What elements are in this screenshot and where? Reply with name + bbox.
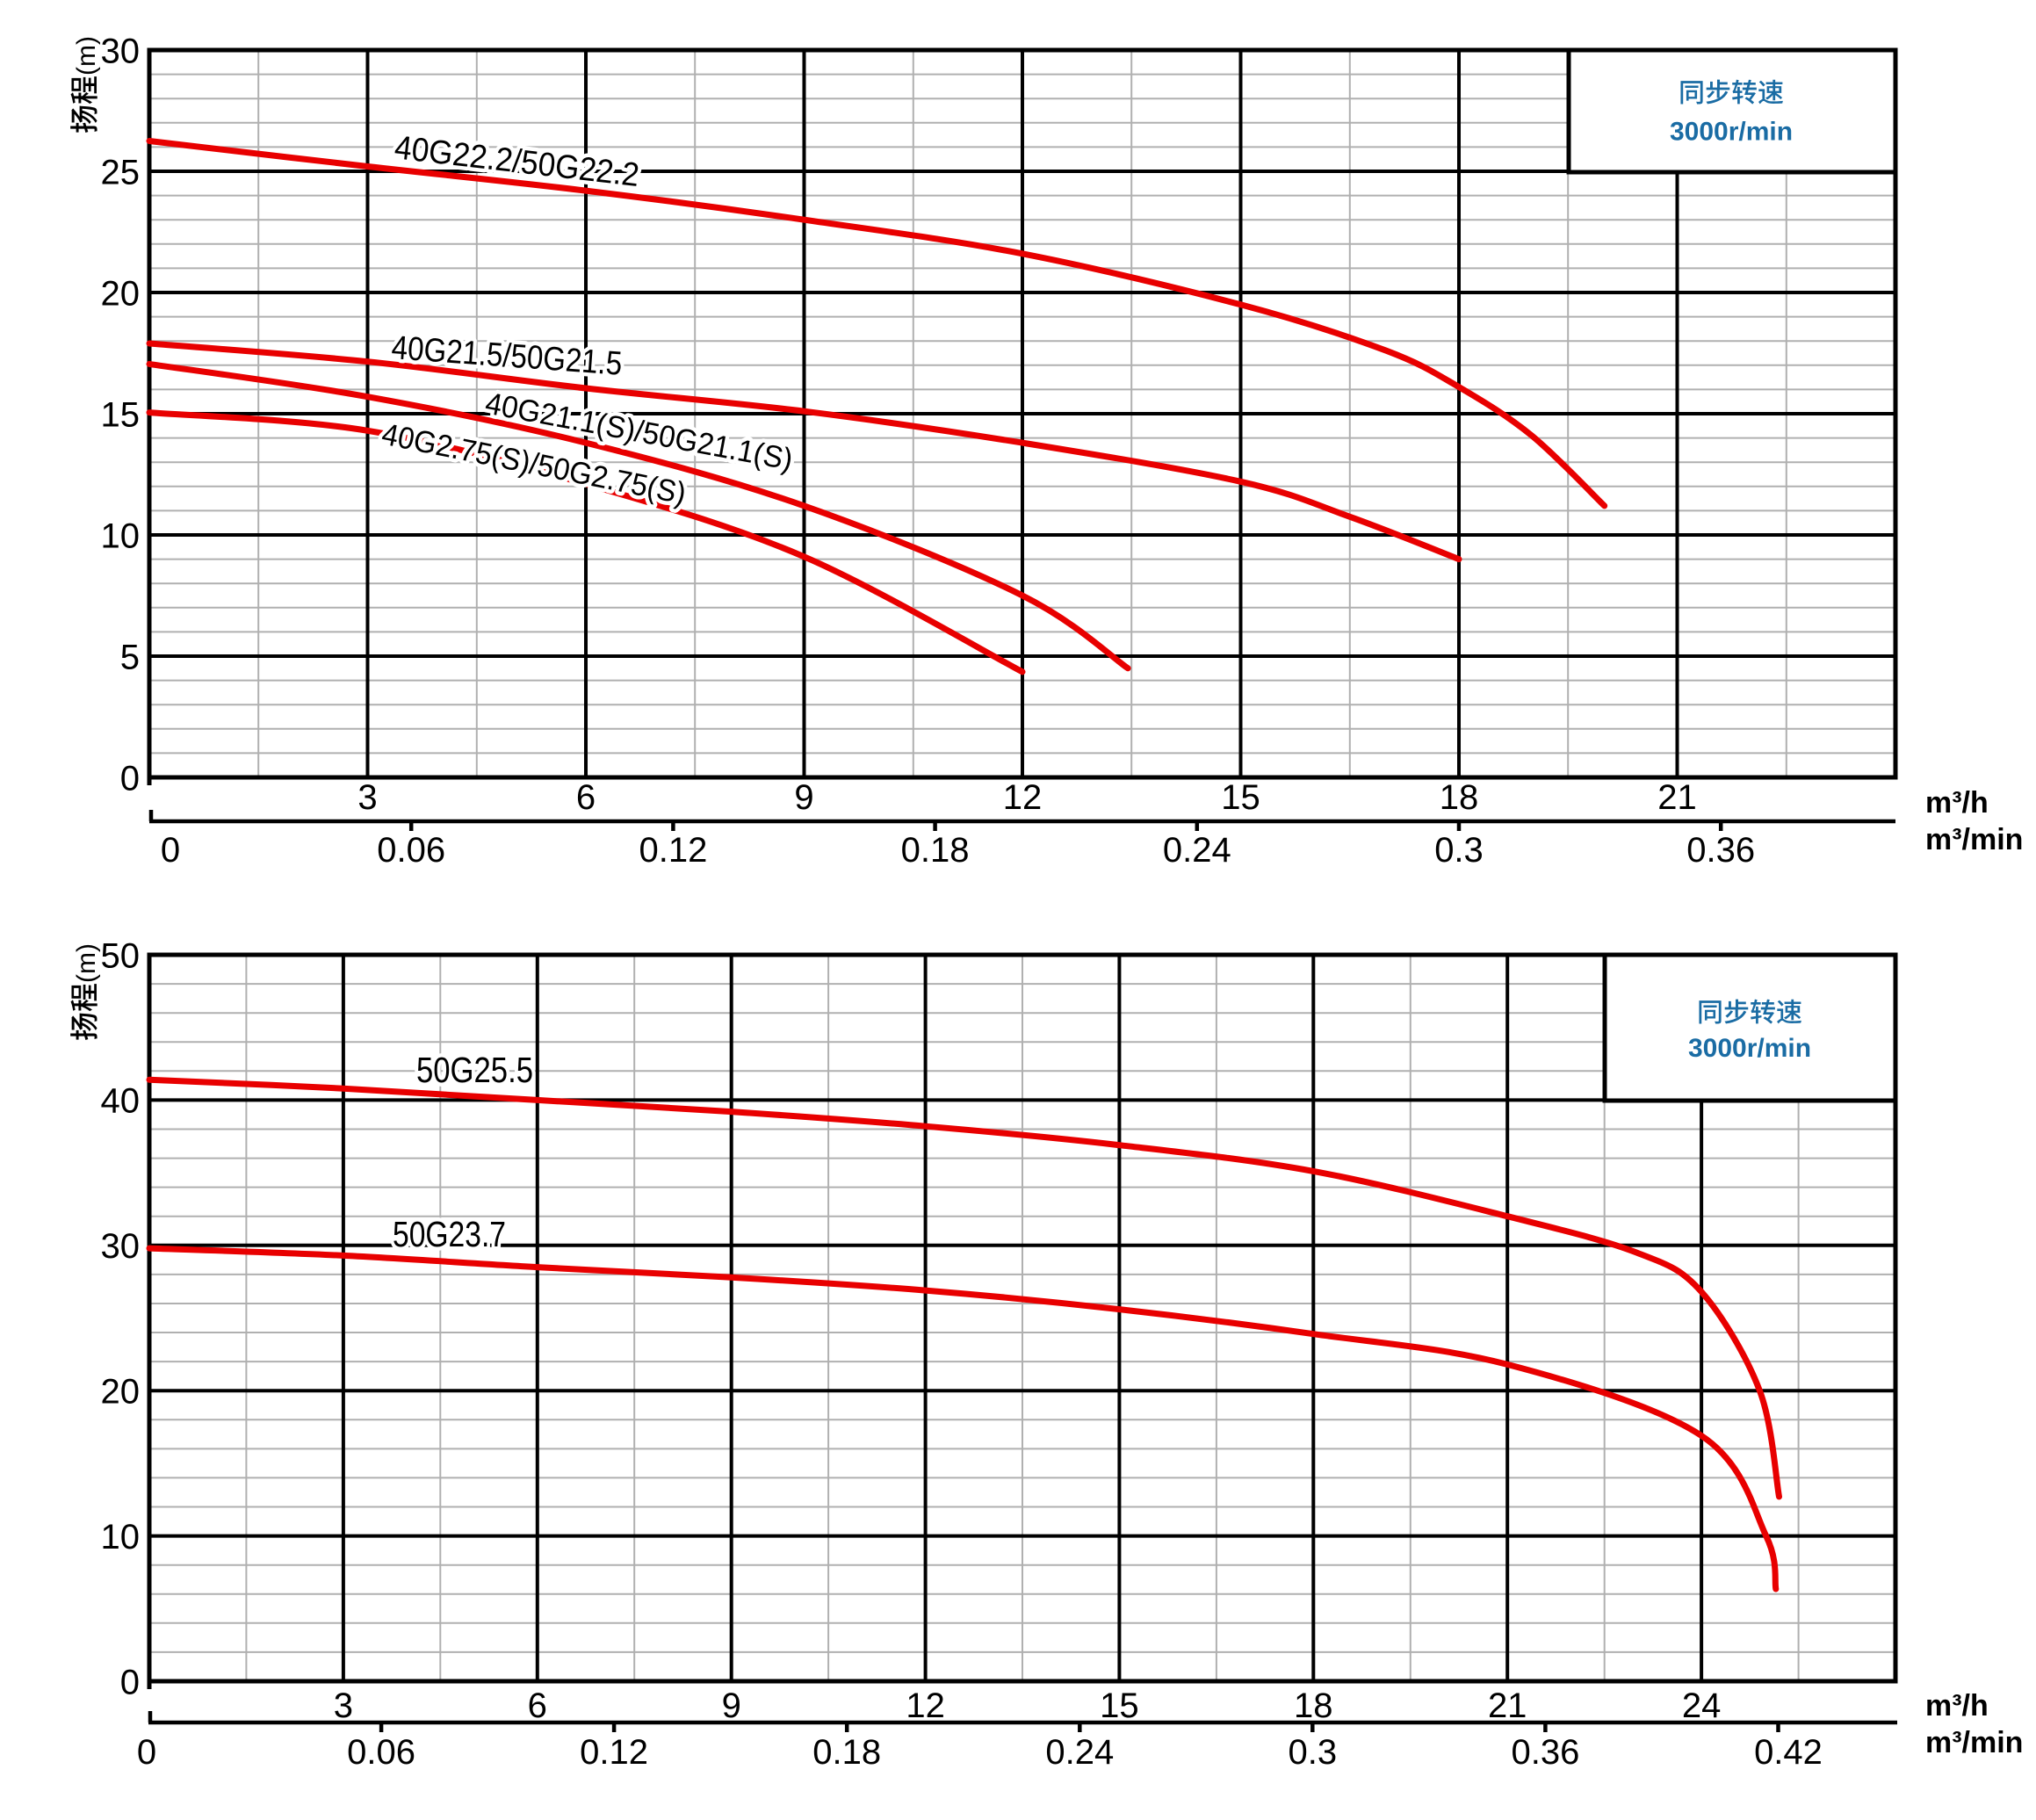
svg-text:30: 30 [101,1227,141,1266]
svg-text:m³/h: m³/h [1925,786,1989,820]
svg-text:30: 30 [101,32,141,70]
svg-text:18: 18 [1294,1686,1333,1725]
svg-text:9: 9 [794,778,813,817]
svg-text:25: 25 [101,153,141,191]
svg-text:3: 3 [334,1686,353,1725]
svg-text:0.3: 0.3 [1434,831,1484,870]
svg-text:0.24: 0.24 [1163,831,1231,870]
svg-text:50G23.7: 50G23.7 [393,1214,506,1254]
svg-text:0.24: 0.24 [1045,1733,1114,1772]
svg-text:m³/h: m³/h [1925,1689,1989,1722]
svg-text:0.36: 0.36 [1511,1733,1579,1772]
svg-text:0: 0 [161,831,180,870]
svg-text:5: 5 [120,638,140,676]
svg-text:10: 10 [101,516,141,555]
svg-text:6: 6 [528,1686,547,1725]
svg-text:0: 0 [120,1663,140,1701]
svg-text:3000r/min: 3000r/min [1688,1034,1811,1063]
svg-text:0.3: 0.3 [1288,1733,1337,1772]
svg-text:0: 0 [120,759,140,798]
svg-text:0.18: 0.18 [901,831,970,870]
svg-text:20: 20 [101,274,141,313]
svg-text:40: 40 [101,1082,141,1121]
svg-text:10: 10 [101,1518,141,1556]
svg-text:(m): (m) [72,943,101,983]
svg-text:3: 3 [357,778,377,817]
svg-text:50G25.5: 50G25.5 [416,1050,533,1090]
svg-text:0.06: 0.06 [347,1733,415,1772]
svg-text:15: 15 [1100,1686,1139,1725]
svg-text:0.06: 0.06 [377,831,445,870]
svg-text:21: 21 [1657,778,1697,817]
svg-text:9: 9 [722,1686,741,1725]
svg-text:21: 21 [1488,1686,1527,1725]
svg-text:(m): (m) [72,36,101,76]
svg-text:12: 12 [1003,778,1043,817]
svg-text:0.12: 0.12 [639,831,707,870]
svg-text:0: 0 [137,1733,156,1772]
svg-text:0.18: 0.18 [812,1733,881,1772]
svg-text:24: 24 [1682,1686,1722,1725]
svg-text:12: 12 [906,1686,945,1725]
svg-text:15: 15 [1221,778,1260,817]
svg-text:20: 20 [101,1373,141,1412]
svg-text:50: 50 [101,936,141,975]
svg-text:m³/min: m³/min [1925,823,2023,856]
svg-text:m³/min: m³/min [1925,1726,2023,1759]
svg-text:0.12: 0.12 [580,1733,648,1772]
svg-text:0.36: 0.36 [1686,831,1755,870]
svg-text:0.42: 0.42 [1754,1733,1823,1772]
svg-text:18: 18 [1440,778,1479,817]
svg-text:6: 6 [576,778,596,817]
svg-text:3000r/min: 3000r/min [1670,118,1793,147]
svg-text:15: 15 [101,395,141,434]
